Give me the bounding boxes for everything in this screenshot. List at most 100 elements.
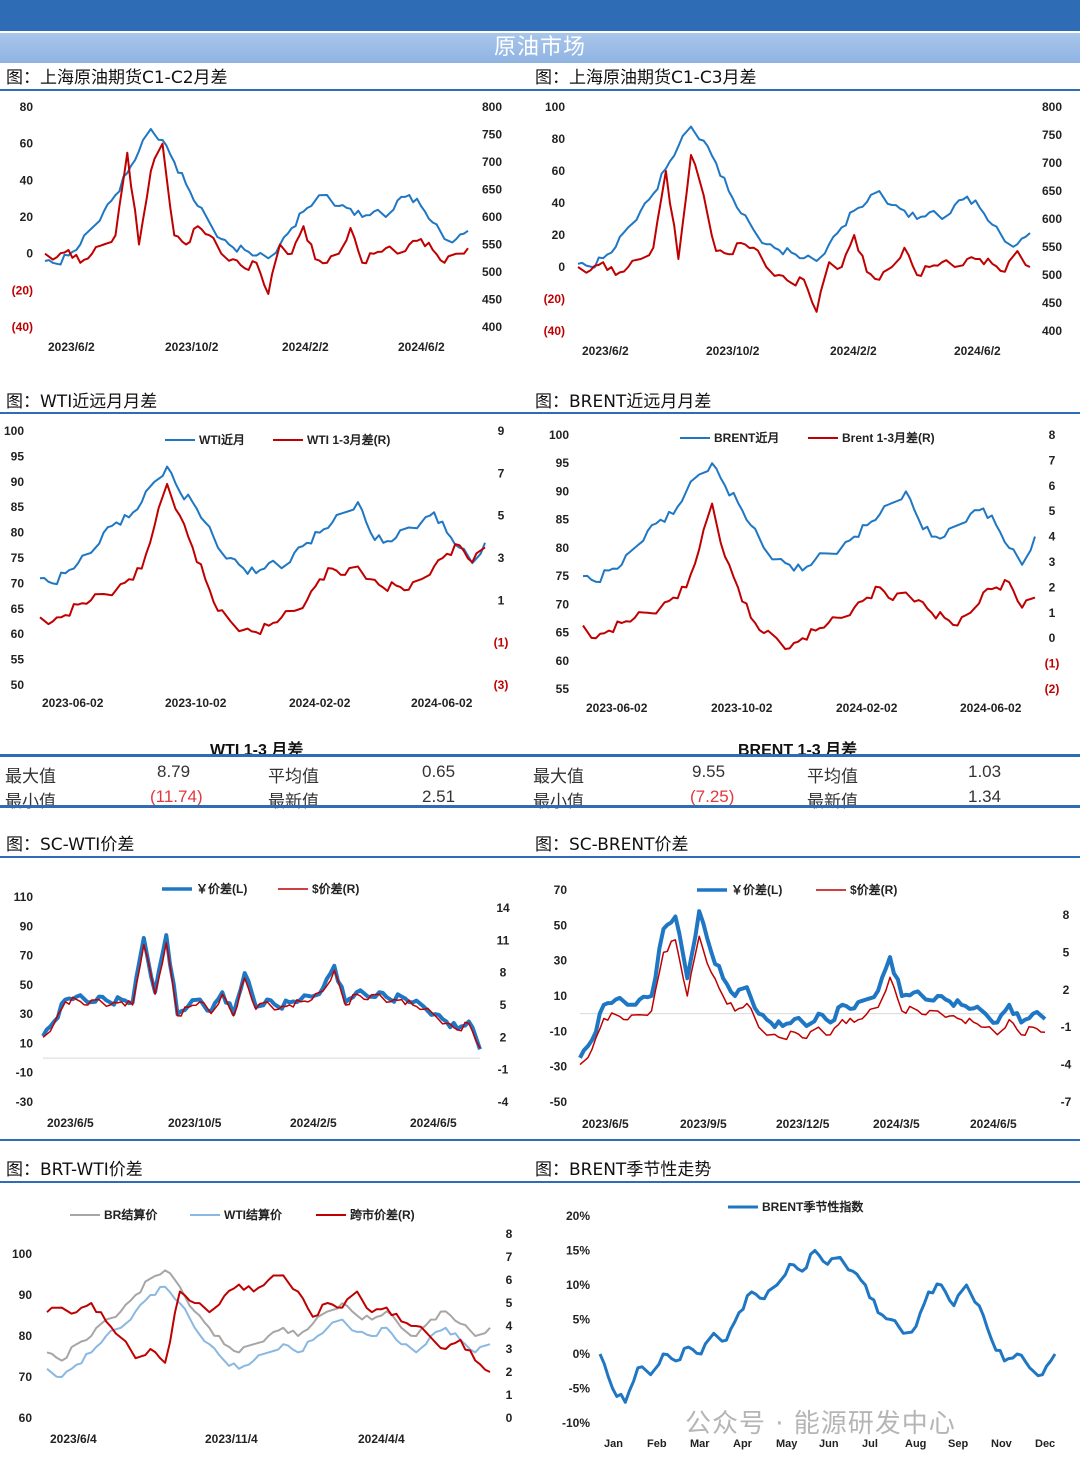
right-tick-label: 2 [500, 1030, 507, 1044]
right-tick-label: (3) [494, 678, 509, 692]
x-tick-label: 2024/2/2 [830, 344, 877, 358]
legend-label: $价差(R) [312, 881, 359, 896]
left-tick-label: 85 [556, 513, 570, 527]
right-tick-label: 450 [1042, 296, 1062, 310]
right-tick-label: 5 [498, 509, 505, 523]
section-title: 原油市场 [0, 33, 1080, 63]
series-line [577, 154, 1031, 313]
series-line [46, 1269, 491, 1362]
left-tick-label: 70 [554, 883, 568, 897]
series-line [598, 1249, 1057, 1404]
right-tick-label: 400 [482, 320, 502, 334]
legend-label: $价差(R) [850, 882, 897, 897]
left-tick-label: 50 [554, 918, 568, 932]
x-tick-label: Nov [991, 1438, 1013, 1450]
right-tick-label: 3 [506, 1342, 513, 1356]
right-tick-label: -7 [1061, 1095, 1072, 1109]
left-tick-label: 110 [14, 890, 34, 904]
right-tick-label: -4 [498, 1095, 509, 1109]
x-tick-label: 2024-02-02 [289, 696, 351, 710]
left-tick-label: -50 [550, 1095, 568, 1109]
left-tick-label: 60 [556, 654, 570, 668]
legend-label: ￥价差(L) [731, 882, 782, 897]
stat-label: 平均值 [268, 767, 319, 786]
series-line [44, 128, 469, 266]
x-tick-label: 2024/4/4 [358, 1432, 405, 1446]
right-tick-label: 4 [1049, 530, 1056, 544]
stat-value: 0.65 [422, 762, 456, 781]
left-tick-label: 70 [20, 949, 34, 963]
series-line [42, 941, 481, 1049]
left-tick-label: 40 [552, 196, 566, 210]
chart-4: 110 90 70 50 30 10 -10 -30 14 11 8 5 2 -1 -4 2023/6/5 20… [14, 881, 510, 1130]
right-tick-label: 750 [1042, 128, 1062, 142]
series-line [44, 142, 469, 295]
left-tick-label: 90 [556, 484, 570, 498]
stat-value: 1.34 [968, 787, 1002, 806]
x-tick-label: 2024/6/5 [410, 1116, 457, 1130]
right-tick-label: 7 [506, 1250, 513, 1264]
stat-value: (11.74) [150, 787, 203, 806]
right-tick-label: 650 [482, 183, 502, 197]
left-tick-label: 90 [19, 1288, 33, 1302]
x-tick-label: Feb [647, 1438, 667, 1450]
panel-title: 图：上海原油期货C1-C3月差 [535, 68, 757, 88]
right-tick-label: 2 [1063, 983, 1070, 997]
right-tick-label: 1 [1049, 606, 1056, 620]
left-tick-label: 0% [573, 1347, 591, 1361]
series-line [578, 909, 1047, 1059]
x-tick-label: 2023/10/2 [165, 340, 219, 354]
left-tick-label: 90 [20, 919, 34, 933]
left-tick-label: (20) [12, 283, 33, 297]
series-line [39, 482, 486, 636]
legend-label: BRENT近月 [714, 430, 779, 445]
left-tick-label: 55 [11, 653, 25, 667]
left-tick-label: 65 [556, 626, 570, 640]
right-tick-label: 600 [482, 210, 502, 224]
x-tick-label: 2023/6/5 [582, 1117, 629, 1131]
chart-7: 20% 15% 10% 5% 0% -5% -10% Jan Feb Mar Apr May Jun Ju… [562, 1199, 1057, 1450]
left-tick-label: 70 [556, 597, 570, 611]
right-tick-label: 650 [1042, 184, 1062, 198]
chart-5: 70 50 30 10 -10 -30 -50 8 5 2 -1 -4 -7 2023/6/5 2023/9… [550, 882, 1072, 1131]
right-tick-label: 3 [498, 551, 505, 565]
series-line [41, 933, 482, 1050]
divider [0, 754, 1080, 757]
divider [0, 856, 1080, 858]
left-tick-label: -5% [569, 1382, 591, 1396]
left-tick-label: 100 [549, 428, 569, 442]
divider [0, 805, 1080, 808]
left-tick-label: -10 [550, 1024, 568, 1038]
right-tick-label: 7 [498, 466, 505, 480]
left-tick-label: 30 [554, 954, 568, 968]
chart-6: 100 90 80 70 60 8 7 6 5 4 3 2 1 0 2023/6/4 2023/11/4 202… [12, 1207, 513, 1446]
left-tick-label: 75 [11, 551, 25, 565]
right-tick-label: 4 [506, 1319, 513, 1333]
left-tick-label: 70 [19, 1370, 33, 1384]
legend-label: WTI 1-3月差(R) [307, 432, 390, 447]
series-line [582, 462, 1036, 584]
left-tick-label: 100 [12, 1247, 32, 1261]
right-tick-label: 3 [1049, 555, 1056, 569]
left-tick-label: 55 [556, 682, 570, 696]
legend-label: ￥价差(L) [196, 881, 247, 896]
chart-3: 100959085807570656055876543210(1)(2)2023… [549, 428, 1059, 715]
panel-title: 图：BRT-WTI价差 [6, 1160, 143, 1180]
x-tick-label: 2023/6/4 [50, 1432, 97, 1446]
legend-label: Brent 1-3月差(R) [842, 430, 935, 445]
legend-label: BRENT季节性指数 [762, 1199, 864, 1214]
right-tick-label: -4 [1061, 1058, 1072, 1072]
left-tick-label: (40) [544, 324, 565, 338]
divider [0, 412, 1080, 414]
x-tick-label: 2023/6/2 [48, 340, 95, 354]
right-tick-label: 5 [506, 1296, 513, 1310]
left-tick-label: 80 [20, 100, 34, 114]
right-tick-label: 800 [482, 100, 502, 114]
right-tick-label: 1 [506, 1388, 513, 1402]
watermark: 公众号 · 能源研发中心 [685, 1409, 956, 1439]
x-tick-label: Mar [690, 1438, 710, 1450]
x-tick-label: 2023-10-02 [165, 696, 227, 710]
left-tick-label: 20 [20, 210, 34, 224]
right-tick-label: 8 [1049, 428, 1056, 442]
